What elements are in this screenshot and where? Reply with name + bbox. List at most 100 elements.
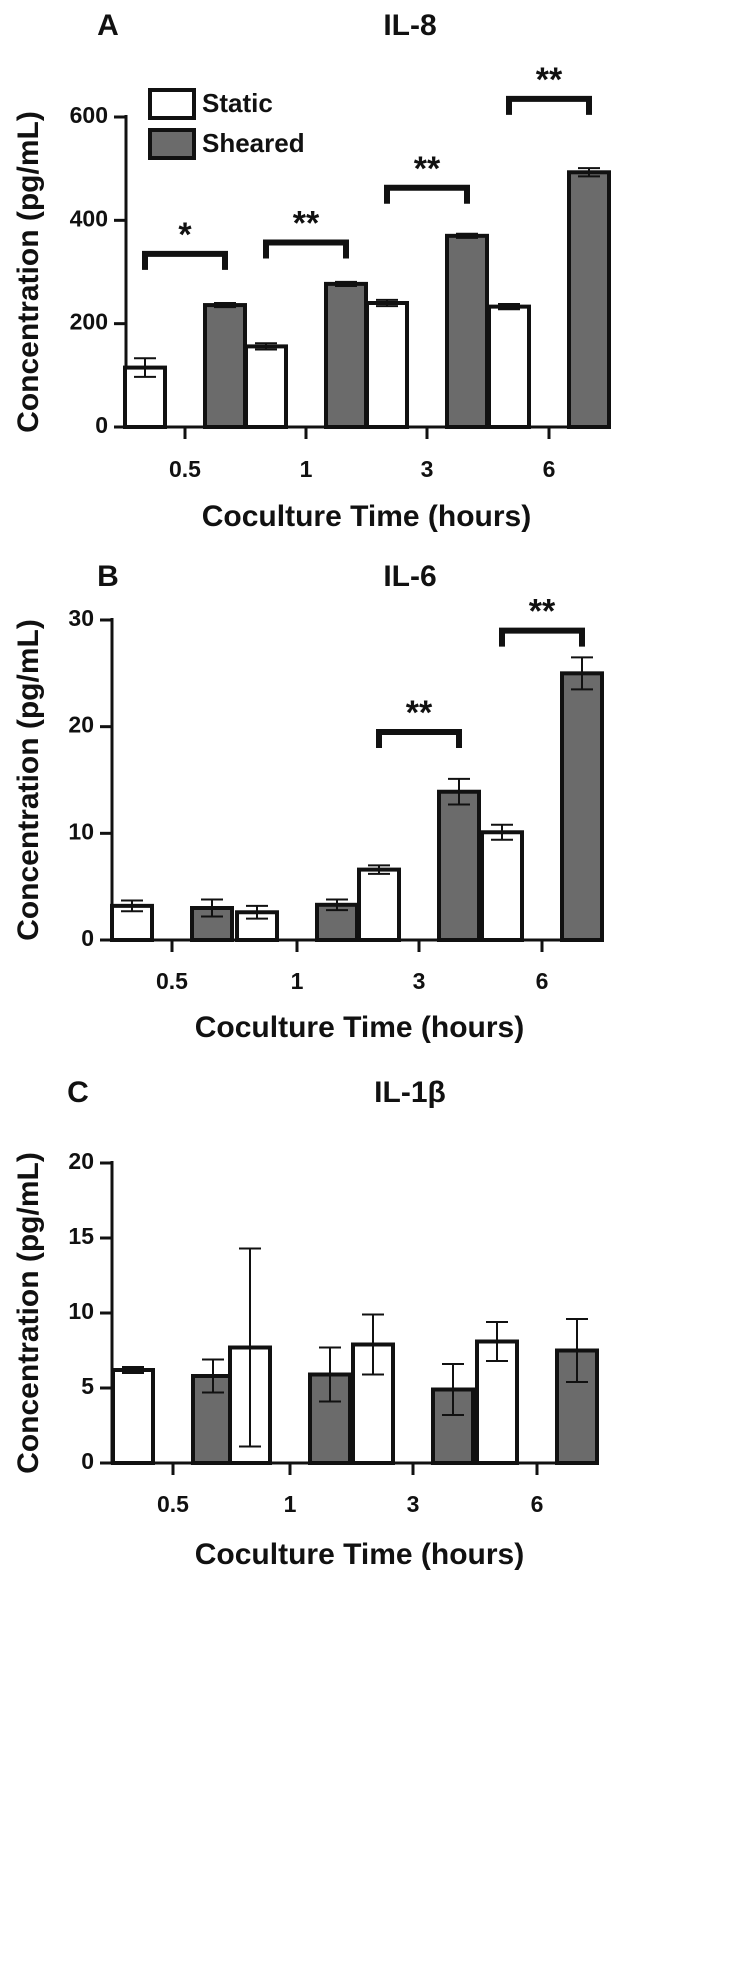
legend-swatch-sheared xyxy=(148,128,196,160)
significance-bracket xyxy=(376,729,462,748)
bar-sheared-1 xyxy=(324,281,368,429)
error-bar-sheared-1 xyxy=(319,1346,341,1403)
y-tick-label: 0 xyxy=(95,412,108,438)
x-tick-label: 1 xyxy=(284,1491,297,1517)
significance-label: ** xyxy=(406,694,433,732)
panel-letter: B xyxy=(97,560,119,593)
error-bar-static-3 xyxy=(368,864,390,875)
bar-sheared-0.5 xyxy=(203,303,247,430)
bar-static-3 xyxy=(365,301,409,429)
significance-label: ** xyxy=(414,150,441,188)
x-axis-label: Coculture Time (hours) xyxy=(195,1011,524,1044)
chart-title: IL-8 xyxy=(383,9,436,42)
x-axis-label: Coculture Time (hours) xyxy=(195,1538,524,1571)
significance-bracket xyxy=(499,627,585,647)
error-bar-static-1 xyxy=(239,1247,261,1448)
x-tick-label: 1 xyxy=(291,968,304,994)
error-bar-sheared-0.5 xyxy=(201,898,223,918)
bar-sheared-6 xyxy=(567,170,611,429)
panel-b: B IL-6 0 10 20 30 Concentration (pg/mL) Cocultu… xyxy=(12,560,604,1044)
significance-label: * xyxy=(178,216,192,254)
error-bar-static-0.5 xyxy=(121,899,143,913)
error-bar-sheared-6 xyxy=(571,656,593,691)
error-bar-sheared-3 xyxy=(442,1363,464,1416)
significance-bracket xyxy=(506,95,592,115)
error-bar-sheared-1 xyxy=(335,280,357,287)
legend-label-static: Static xyxy=(202,88,273,118)
chart-title: IL-6 xyxy=(383,560,436,593)
panel-letter: A xyxy=(97,9,119,42)
x-tick-label: 6 xyxy=(536,968,549,994)
bar-static-3 xyxy=(357,867,401,942)
x-tick-label: 1 xyxy=(300,456,313,482)
error-bar-static-0.5 xyxy=(122,1366,144,1374)
chart-title: IL-1β xyxy=(374,1076,446,1109)
x-tick-label: 0.5 xyxy=(169,456,201,482)
bar-static-6 xyxy=(487,304,531,429)
error-bar-static-6 xyxy=(491,823,513,841)
significance-3: ** xyxy=(384,150,470,204)
y-tick-label: 20 xyxy=(68,1148,94,1174)
x-tick-label: 3 xyxy=(407,1491,420,1517)
error-bar-sheared-6 xyxy=(578,167,600,178)
error-bar-sheared-3 xyxy=(456,232,478,239)
error-bar-static-6 xyxy=(498,303,520,311)
error-bar-sheared-0.5 xyxy=(202,1358,224,1394)
significance-0.5: * xyxy=(142,216,228,270)
error-bar-static-1 xyxy=(255,342,277,351)
x-tick-label: 3 xyxy=(413,968,426,994)
x-tick-label: 0.5 xyxy=(157,1491,189,1517)
y-tick-label: 30 xyxy=(68,605,94,631)
y-tick-label: 0 xyxy=(81,1448,94,1474)
significance-bracket xyxy=(263,239,349,259)
significance-label: ** xyxy=(293,205,320,243)
y-tick-label: 400 xyxy=(70,205,108,231)
bar-static-6 xyxy=(480,830,524,942)
x-tick-label: 3 xyxy=(421,456,434,482)
y-axis-label: Concentration (pg/mL) xyxy=(12,111,45,433)
error-bar-sheared-3 xyxy=(448,777,470,806)
x-tick-label: 6 xyxy=(531,1491,544,1517)
y-axis-label: Concentration (pg/mL) xyxy=(12,1152,45,1474)
significance-bracket xyxy=(142,250,228,270)
y-tick-label: 15 xyxy=(68,1223,94,1249)
significance-6: ** xyxy=(506,61,592,115)
y-tick-label: 10 xyxy=(68,1298,94,1324)
x-tick-label: 0.5 xyxy=(156,968,188,994)
x-tick-label: 6 xyxy=(543,456,556,482)
bar-sheared-3 xyxy=(437,789,481,942)
panel-a: A IL-8 0 200 400 600 Concentration (pg/mL) Cocu… xyxy=(12,9,611,533)
y-axis-label: Concentration (pg/mL) xyxy=(12,619,45,941)
error-bar-static-1 xyxy=(246,904,268,920)
significance-bracket xyxy=(384,184,470,204)
y-tick-label: 0 xyxy=(81,925,94,951)
panel-letter: C xyxy=(67,1076,89,1109)
legend-swatch-static xyxy=(148,88,196,120)
y-tick-label: 600 xyxy=(70,102,108,128)
error-bar-static-3 xyxy=(362,1313,384,1376)
bar-static-0.5 xyxy=(111,1368,155,1465)
significance-label: ** xyxy=(529,593,556,631)
bar-sheared-6 xyxy=(560,671,604,942)
legend: Static Sheared xyxy=(148,88,305,160)
panel-c: C IL-1β 0 5 10 15 20 Concentration (pg/mL) Cocul… xyxy=(12,1076,599,1571)
significance-1: ** xyxy=(263,205,349,259)
bar-static-6 xyxy=(475,1339,519,1465)
x-axis-label: Coculture Time (hours) xyxy=(202,500,531,533)
error-bar-static-0.5 xyxy=(134,357,156,378)
bar-static-1 xyxy=(244,344,288,429)
significance-6: ** xyxy=(499,593,585,647)
error-bar-sheared-6 xyxy=(566,1318,588,1383)
significance-label: ** xyxy=(536,61,563,99)
error-bar-static-3 xyxy=(376,298,398,308)
error-bar-static-6 xyxy=(486,1321,508,1362)
y-tick-label: 200 xyxy=(70,309,108,335)
y-tick-label: 10 xyxy=(68,818,94,844)
legend-label-sheared: Sheared xyxy=(202,128,305,158)
significance-3: ** xyxy=(376,694,462,748)
error-bar-sheared-0.5 xyxy=(214,302,236,309)
bar-sheared-3 xyxy=(445,233,489,429)
error-bar-sheared-1 xyxy=(326,898,348,912)
y-tick-label: 5 xyxy=(81,1373,94,1399)
